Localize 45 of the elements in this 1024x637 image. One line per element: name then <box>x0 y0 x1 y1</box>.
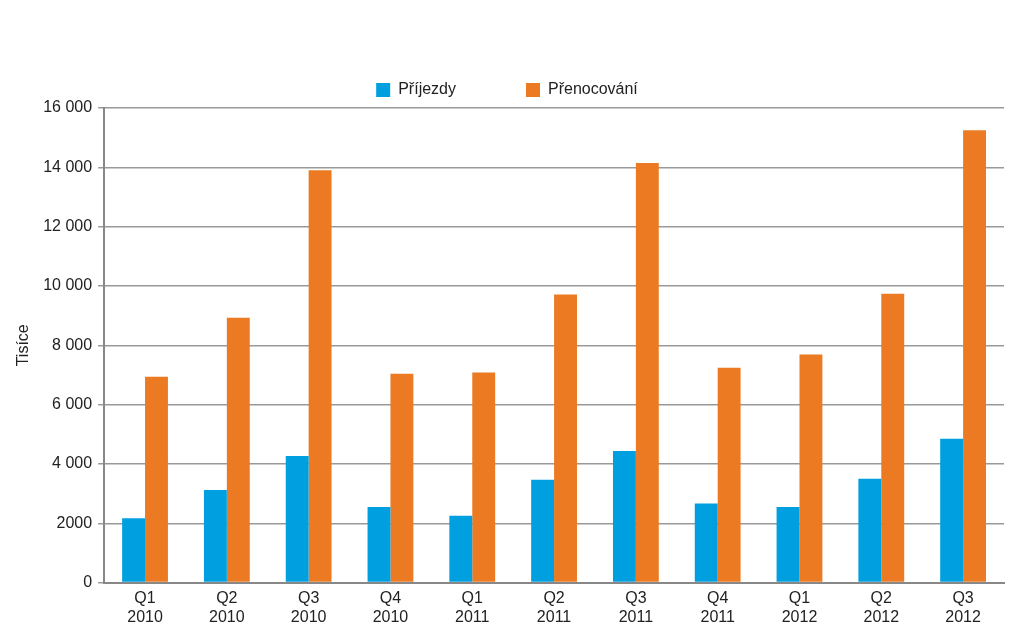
y-axis-title: Tisíce <box>14 324 32 367</box>
y-tick-label: 16 000 <box>43 98 93 116</box>
x-tick-label: Q2 2011 <box>536 588 572 625</box>
bar <box>799 354 823 582</box>
bar <box>390 373 414 582</box>
x-tick-label: Q3 2012 <box>945 588 981 625</box>
x-tick-label: Q1 2012 <box>781 588 818 625</box>
bar <box>776 506 800 582</box>
x-tick-label: Q1 2011 <box>455 588 490 625</box>
bar <box>122 518 146 582</box>
bar <box>717 367 741 582</box>
bar <box>285 455 309 582</box>
bar <box>308 170 332 582</box>
legend-label: Přenocování <box>547 80 639 98</box>
bar <box>145 376 168 582</box>
x-tick-label: Q3 2010 <box>290 588 327 625</box>
y-tick-label: 2000 <box>56 513 93 531</box>
bar <box>694 503 718 582</box>
bar <box>449 515 473 582</box>
x-tick-label: Q2 2010 <box>209 588 245 625</box>
y-tick-label: 14 000 <box>43 157 93 175</box>
x-tick-label: Q4 2011 <box>700 588 735 625</box>
x-tick-label: Q3 2011 <box>618 588 654 625</box>
y-tick-label: 0 <box>83 573 93 591</box>
bar <box>472 372 496 582</box>
bar <box>612 450 636 582</box>
y-tick-label: 10 000 <box>43 276 93 294</box>
x-tick-label: Q4 2010 <box>372 588 409 625</box>
bar <box>226 317 250 582</box>
bar <box>881 293 905 582</box>
bar <box>554 294 577 582</box>
x-tick-label: Q2 2012 <box>863 588 900 625</box>
y-tick-label: 6 000 <box>52 395 93 413</box>
bar <box>203 490 227 582</box>
legend-label: Příjezdy <box>398 80 456 98</box>
bar <box>858 478 882 582</box>
bar <box>531 479 555 582</box>
bar <box>635 162 659 582</box>
y-tick-label: 4 000 <box>52 454 93 472</box>
bar <box>963 130 986 582</box>
y-tick-label: 8 000 <box>52 335 93 353</box>
y-tick-label: 12 000 <box>43 217 93 235</box>
bar <box>940 438 964 582</box>
bar <box>367 506 391 582</box>
x-tick-label: Q1 2010 <box>127 588 163 625</box>
